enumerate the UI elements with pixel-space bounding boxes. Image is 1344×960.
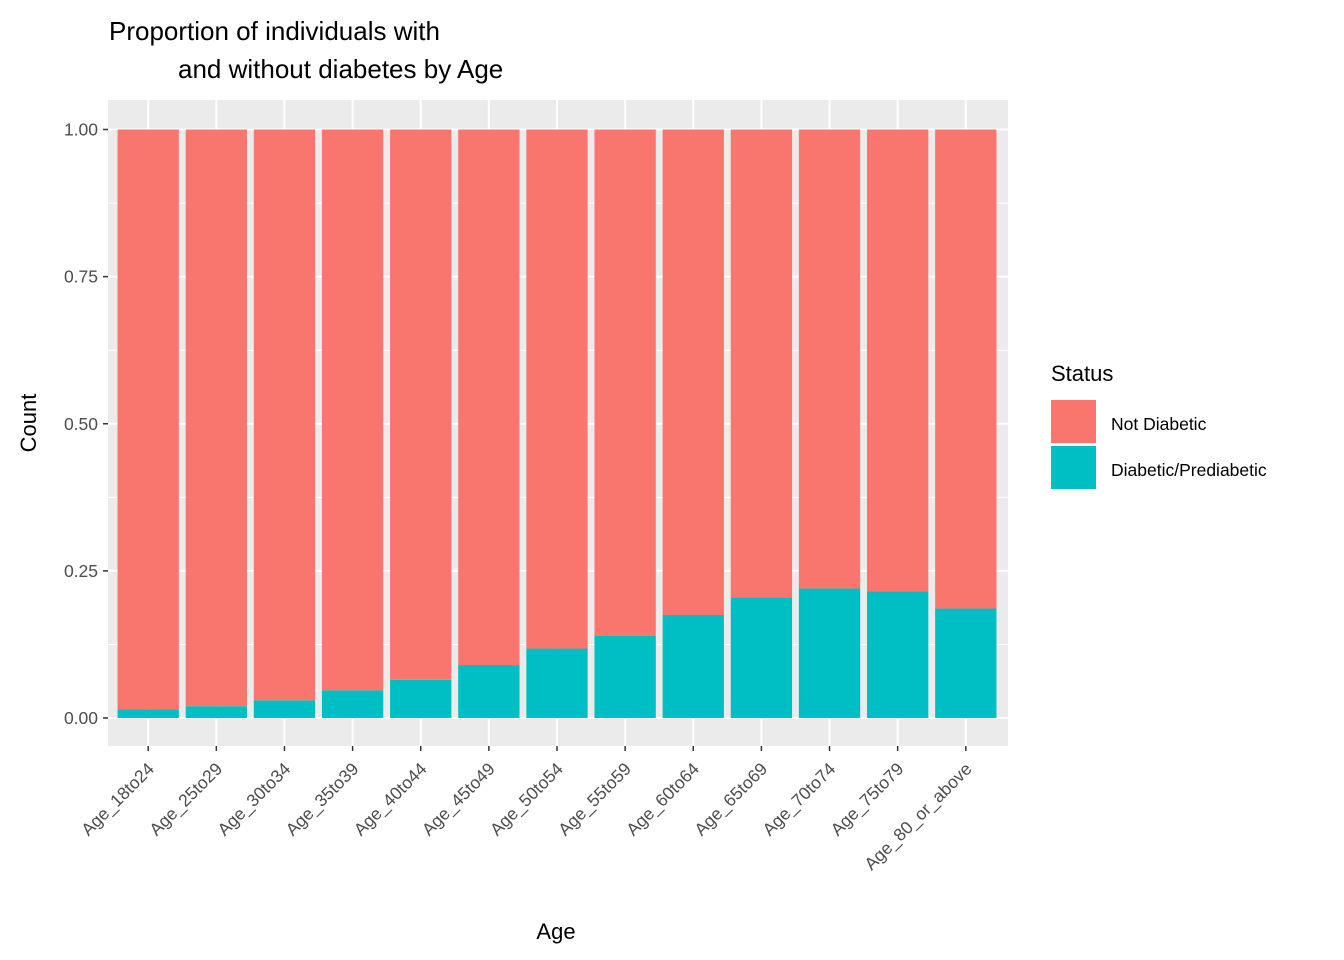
bars xyxy=(117,129,997,718)
bar-not-diabetic xyxy=(935,129,997,609)
bar-not-diabetic xyxy=(594,129,656,636)
chart-title-line-1: Proportion of individuals with xyxy=(109,16,440,46)
bar-diabetic-prediabetic xyxy=(798,588,861,718)
chart-title-line-2: and without diabetes by Age xyxy=(178,54,503,84)
legend-title: Status xyxy=(1051,361,1113,386)
bar-diabetic-prediabetic xyxy=(662,615,724,718)
y-tick-label: 0.00 xyxy=(64,708,98,728)
bar-diabetic-prediabetic xyxy=(390,679,452,718)
bar-diabetic-prediabetic xyxy=(594,635,656,718)
legend-label-diabetic: Diabetic/Prediabetic xyxy=(1111,460,1267,480)
bar-diabetic-prediabetic xyxy=(185,706,247,718)
bar-not-diabetic xyxy=(458,129,520,666)
legend: Status Not Diabetic Diabetic/Prediabetic xyxy=(1051,361,1267,489)
y-tick-label: 0.75 xyxy=(64,267,98,287)
bar-diabetic-prediabetic xyxy=(526,648,588,718)
y-tick-label: 0.25 xyxy=(64,561,98,581)
bar-not-diabetic xyxy=(390,129,452,680)
bar-not-diabetic xyxy=(185,129,247,707)
bar-not-diabetic xyxy=(253,129,316,701)
bar-not-diabetic xyxy=(730,129,793,598)
bar-diabetic-prediabetic xyxy=(253,700,316,718)
bar-not-diabetic xyxy=(662,129,724,616)
y-tick-label: 0.50 xyxy=(64,414,98,434)
bar-diabetic-prediabetic xyxy=(117,709,179,718)
bar-diabetic-prediabetic xyxy=(730,597,793,718)
bar-diabetic-prediabetic xyxy=(935,608,997,718)
bar-not-diabetic xyxy=(321,129,384,691)
legend-label-not-diabetic: Not Diabetic xyxy=(1111,414,1207,434)
bar-diabetic-prediabetic xyxy=(321,690,384,718)
bar-not-diabetic xyxy=(867,129,929,592)
y-axis: 0.00 0.25 0.50 0.75 1.00 xyxy=(64,120,108,728)
bar-not-diabetic xyxy=(526,129,588,649)
bar-diabetic-prediabetic xyxy=(867,591,929,718)
bar-not-diabetic xyxy=(117,129,179,710)
legend-swatch-diabetic xyxy=(1051,446,1096,489)
legend-swatch-not-diabetic xyxy=(1051,400,1096,443)
y-axis-title: Count xyxy=(16,394,41,453)
y-tick-label: 1.00 xyxy=(64,120,98,140)
x-axis-title: Age xyxy=(536,919,575,944)
bar-diabetic-prediabetic xyxy=(458,665,520,718)
bar-not-diabetic xyxy=(798,129,861,589)
